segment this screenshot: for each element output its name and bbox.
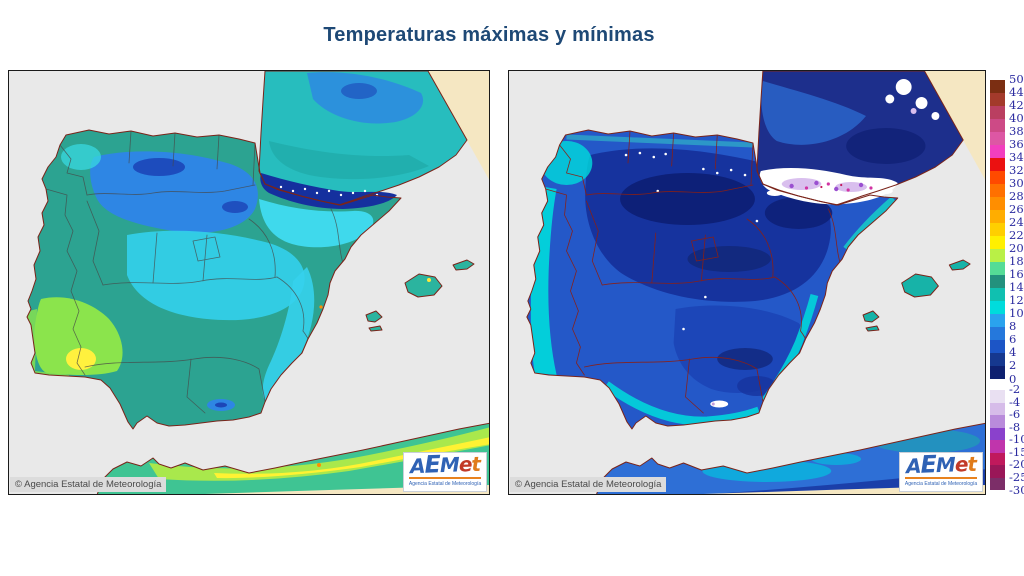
scale-label: 14 [1009, 280, 1024, 294]
scale-block: -6 [990, 408, 1020, 428]
scale-block: 40 [990, 112, 1024, 132]
scale-label: 30 [1009, 176, 1024, 190]
scale-label: 26 [1009, 202, 1024, 216]
scale-label: 18 [1009, 254, 1024, 268]
copyright-note: © Agencia Estatal de Meteorología [10, 477, 167, 492]
scale-block: -20 [990, 458, 1024, 478]
min-temperature-map-canvas [509, 71, 985, 494]
scale-block: 8 [990, 320, 1016, 340]
scale-label: 22 [1009, 228, 1024, 242]
scale-label: -30 [1009, 483, 1024, 497]
scale-label: -20 [1009, 457, 1024, 471]
scale-block: 20 [990, 242, 1024, 262]
aemet-logo: AEMet Agencia Estatal de Meteorología [403, 452, 487, 492]
scale-label: 24 [1009, 215, 1024, 229]
scale-label: 6 [1009, 332, 1017, 346]
scale-block: 26 [990, 203, 1024, 223]
aemet-logo-wordmark: AEMet [409, 452, 481, 479]
iberia-temp-shading [27, 144, 374, 411]
mallorca-warm-spot [427, 278, 431, 282]
copyright-note: © Agencia Estatal de Meteorología [510, 477, 667, 492]
aemet-logo: AEMet Agencia Estatal de Meteorología [899, 452, 983, 492]
scale-block: 34 [990, 151, 1024, 171]
scale-block: 44 [990, 86, 1024, 106]
pyrenees-snow-specks [279, 185, 379, 197]
scale-section: -2 -4 -6 -8 -10 -15 -20 -25 -30 [990, 383, 1024, 497]
scale-label: -4 [1009, 394, 1021, 409]
aemet-logo-caption: Agencia Estatal de Meteorología [408, 481, 482, 487]
max-temperature-map-canvas [9, 71, 489, 494]
min-temperature-map: © Agencia Estatal de Meteorología AEMet … [508, 70, 986, 495]
scale-block: 12 [990, 294, 1024, 314]
scale-block: -2 [990, 383, 1020, 403]
scale-label: 38 [1009, 124, 1024, 138]
aemet-logo-caption: Agencia Estatal de Meteorología [904, 481, 978, 487]
scale-label: -10 [1009, 432, 1024, 446]
scale-section: 50 44 42 40 38 36 34 32 30 28 26 24 22 20 18 16 14 12 10 8 6… [990, 73, 1024, 386]
scale-label: 0 [1009, 372, 1017, 386]
scale-block: -15 [990, 445, 1024, 465]
scale-label: 44 [1009, 85, 1024, 99]
scale-block: -4 [990, 395, 1020, 415]
scale-block: -10 [990, 433, 1024, 453]
scale-block: 28 [990, 190, 1024, 210]
scale-label: 50 [1009, 72, 1024, 86]
france-temp-shading [269, 72, 429, 180]
temperature-scale-blocks: 50 44 42 40 38 36 34 32 30 28 26 24 22 20 18 16 14 12 10 8 6… [990, 73, 1024, 497]
scale-label: 12 [1009, 293, 1024, 307]
scale-block: 14 [990, 281, 1024, 301]
scale-block: 16 [990, 268, 1024, 288]
scale-label: -2 [1009, 382, 1021, 396]
scale-label: -15 [1009, 444, 1024, 459]
scale-block: 50 [990, 73, 1024, 93]
aemet-logo-rule [905, 477, 977, 479]
scale-block: 4 [990, 346, 1016, 366]
scale-block: 30 [990, 177, 1024, 197]
scale-block: 32 [990, 164, 1024, 184]
scale-block: 22 [990, 229, 1024, 249]
scale-block: -25 [990, 470, 1024, 490]
scale-block: 6 [990, 333, 1016, 353]
scale-block: 2 [990, 359, 1016, 379]
scale-block: -8 [990, 420, 1020, 440]
scale-label: -6 [1009, 407, 1021, 421]
scale-label: -25 [1009, 469, 1024, 484]
scale-block: 24 [990, 216, 1024, 236]
page-title: Temperaturas máximas y mínimas [323, 24, 655, 46]
scale-label: 34 [1009, 150, 1024, 164]
scale-label: 10 [1009, 306, 1024, 320]
scale-label: 16 [1009, 267, 1024, 281]
scale-block: 18 [990, 255, 1024, 275]
scale-block: 10 [990, 307, 1024, 327]
aemet-logo-rule [409, 477, 481, 479]
scale-label: 4 [1009, 345, 1017, 359]
aemet-logo-wordmark: AEMet [905, 452, 977, 479]
scale-label: 40 [1009, 111, 1024, 125]
temperature-scale: 50 44 42 40 38 36 34 32 30 28 26 24 22 20 18 16 14 12 10 8 6… [990, 73, 1024, 501]
scale-label: 2 [1009, 358, 1017, 372]
scale-label: 20 [1009, 241, 1024, 255]
max-temperature-map: © Agencia Estatal de Meteorología AEMet … [8, 70, 490, 495]
scale-label: 36 [1009, 137, 1024, 151]
scale-label: -8 [1009, 419, 1021, 434]
scale-label: 8 [1009, 319, 1017, 333]
scale-block: 38 [990, 125, 1024, 145]
scale-label: 42 [1009, 98, 1024, 112]
scale-label: 32 [1009, 163, 1024, 177]
scale-label: 28 [1009, 189, 1024, 203]
france-temp-shading [761, 79, 940, 164]
scale-block: 42 [990, 99, 1024, 119]
scale-block: 36 [990, 138, 1024, 158]
